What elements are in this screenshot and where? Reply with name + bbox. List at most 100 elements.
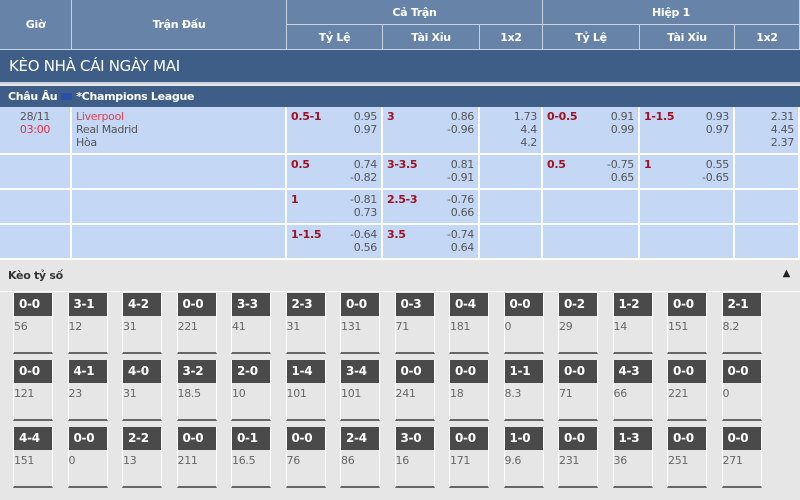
score-card[interactable]: 0-1 16.5 <box>231 427 271 488</box>
line-ou[interactable]: 3.5 <box>387 228 406 241</box>
line-ou[interactable]: 3 <box>387 110 395 123</box>
odds-value[interactable]: 4.2 <box>520 136 537 149</box>
score-card[interactable]: 1-3 36 <box>612 427 653 488</box>
odds-value[interactable]: 0.55 <box>705 158 730 171</box>
score-card[interactable]: 0-0 221 <box>667 360 707 421</box>
odds-h_ou[interactable]: 0.93 0.97 <box>705 110 730 136</box>
odds-value[interactable]: 2.31 <box>770 110 795 123</box>
odds-hdp[interactable]: -0.81 0.73 <box>350 193 377 219</box>
odds-value[interactable]: -0.96 <box>447 123 474 136</box>
line-hdp[interactable]: 0.5 <box>291 158 310 171</box>
score-card[interactable]: 1-4 101 <box>285 360 326 421</box>
odds-value[interactable]: -0.75 <box>607 158 634 171</box>
score-card[interactable]: 0-0 0 <box>67 427 108 488</box>
odds-value[interactable]: 0.99 <box>610 123 635 136</box>
odds-value[interactable]: -0.91 <box>447 171 474 184</box>
odds-hdp[interactable]: -0.64 0.56 <box>350 228 377 254</box>
odds-value[interactable]: 0.74 <box>353 158 378 171</box>
score-card[interactable]: 4-1 23 <box>67 360 108 421</box>
score-card[interactable]: 4-2 31 <box>122 293 162 354</box>
odds-hdp[interactable]: 0.95 0.97 <box>353 110 378 136</box>
score-card[interactable]: 4-0 31 <box>122 360 162 421</box>
odds-value[interactable]: 0.81 <box>450 158 475 171</box>
odds-h_ou[interactable]: 0.55 -0.65 <box>702 158 729 184</box>
score-card[interactable]: 0-0 251 <box>667 427 707 488</box>
score-card[interactable]: 1-2 14 <box>612 293 653 354</box>
score-card[interactable]: 3-1 12 <box>67 293 108 354</box>
score-card[interactable]: 2-3 31 <box>285 293 326 354</box>
score-card[interactable]: 2-1 8.2 <box>721 293 762 354</box>
odds-value[interactable]: 4.45 <box>770 123 795 136</box>
line-h_hdp[interactable]: 0.5 <box>547 158 566 171</box>
odds-value[interactable]: -0.76 <box>447 193 474 206</box>
score-card[interactable]: 3-4 101 <box>340 360 380 421</box>
odds-value[interactable]: 2.37 <box>770 136 795 149</box>
odds-value[interactable]: 1.73 <box>513 110 538 123</box>
line-h_ou[interactable]: 1 <box>644 158 652 171</box>
score-card[interactable]: 0-4 181 <box>449 293 489 354</box>
score-card[interactable]: 0-0 231 <box>558 427 598 488</box>
odds-value[interactable]: 0.97 <box>353 123 378 136</box>
line-hdp[interactable]: 1-1.5 <box>291 228 322 241</box>
odds-value[interactable]: 0.56 <box>353 241 378 254</box>
score-card[interactable]: 3-3 41 <box>231 293 271 354</box>
odds-h_hdp[interactable]: -0.75 0.65 <box>607 158 634 184</box>
odds-x12[interactable]: 1.73 4.4 4.2 <box>513 110 538 149</box>
score-card[interactable]: 0-0 76 <box>285 427 326 488</box>
line-ou[interactable]: 3-3.5 <box>387 158 418 171</box>
odds-value[interactable]: 0.91 <box>610 110 635 123</box>
line-ou[interactable]: 2.5-3 <box>387 193 418 206</box>
score-card[interactable]: 4-4 151 <box>13 427 53 488</box>
score-card[interactable]: 0-0 171 <box>449 427 489 488</box>
odds-value[interactable]: 0.65 <box>610 171 635 184</box>
score-card[interactable]: 0-0 271 <box>721 427 762 488</box>
score-card[interactable]: 4-3 66 <box>612 360 653 421</box>
odds-value[interactable]: 0.86 <box>450 110 475 123</box>
odds-h_x12[interactable]: 2.31 4.45 2.37 <box>770 110 795 149</box>
score-card[interactable]: 2-2 13 <box>122 427 162 488</box>
score-card[interactable]: 3-2 18.5 <box>176 360 217 421</box>
score-card[interactable]: 0-0 121 <box>13 360 53 421</box>
score-card[interactable]: 1-1 8.3 <box>503 360 544 421</box>
odds-h_hdp[interactable]: 0.91 0.99 <box>610 110 635 136</box>
score-card[interactable]: 0-0 56 <box>13 293 53 354</box>
odds-value[interactable]: 0.66 <box>450 206 475 219</box>
score-card[interactable]: 0-0 241 <box>394 360 435 421</box>
score-card[interactable]: 1-0 9.6 <box>503 427 544 488</box>
line-h_ou[interactable]: 1-1.5 <box>644 110 675 123</box>
correct-score-header[interactable]: Kèo tỷ số ▲ <box>0 260 800 292</box>
odds-value[interactable]: -0.81 <box>350 193 377 206</box>
odds-ou[interactable]: 0.81 -0.91 <box>447 158 474 184</box>
score-card[interactable]: 0-3 71 <box>394 293 435 354</box>
score-card[interactable]: 0-0 18 <box>449 360 489 421</box>
odds-value[interactable]: -0.64 <box>350 228 377 241</box>
odds-ou[interactable]: 0.86 -0.96 <box>447 110 474 136</box>
score-card[interactable]: 0-0 71 <box>558 360 598 421</box>
score-card[interactable]: 2-0 10 <box>231 360 271 421</box>
score-card[interactable]: 0-0 211 <box>176 427 217 488</box>
score-card[interactable]: 0-2 29 <box>558 293 598 354</box>
odds-value[interactable]: 0.73 <box>353 206 378 219</box>
odds-value[interactable]: -0.82 <box>350 171 377 184</box>
home-team[interactable]: Liverpool <box>76 110 124 123</box>
score-card[interactable]: 0-0 151 <box>667 293 707 354</box>
odds-value[interactable]: 4.4 <box>520 123 537 136</box>
line-h_hdp[interactable]: 0-0.5 <box>547 110 578 123</box>
away-team[interactable]: Real Madrid <box>76 123 138 136</box>
score-card[interactable]: 0-0 131 <box>340 293 380 354</box>
odds-value[interactable]: -0.65 <box>702 171 729 184</box>
score-card[interactable]: 0-0 0 <box>503 293 544 354</box>
score-card[interactable]: 0-0 0 <box>721 360 762 421</box>
odds-ou[interactable]: -0.74 0.64 <box>447 228 474 254</box>
odds-value[interactable]: 0.64 <box>450 241 475 254</box>
odds-value[interactable]: -0.74 <box>447 228 474 241</box>
odds-value[interactable]: 0.97 <box>705 123 730 136</box>
league-header[interactable]: Châu Âu *Champions League <box>0 86 800 107</box>
triangle-up-icon[interactable]: ▲ <box>782 268 791 279</box>
odds-hdp[interactable]: 0.74 -0.82 <box>350 158 377 184</box>
odds-value[interactable]: 0.95 <box>353 110 378 123</box>
line-hdp[interactable]: 1 <box>291 193 299 206</box>
score-card[interactable]: 3-0 16 <box>394 427 435 488</box>
odds-value[interactable]: 0.93 <box>705 110 730 123</box>
score-card[interactable]: 0-0 221 <box>176 293 217 354</box>
